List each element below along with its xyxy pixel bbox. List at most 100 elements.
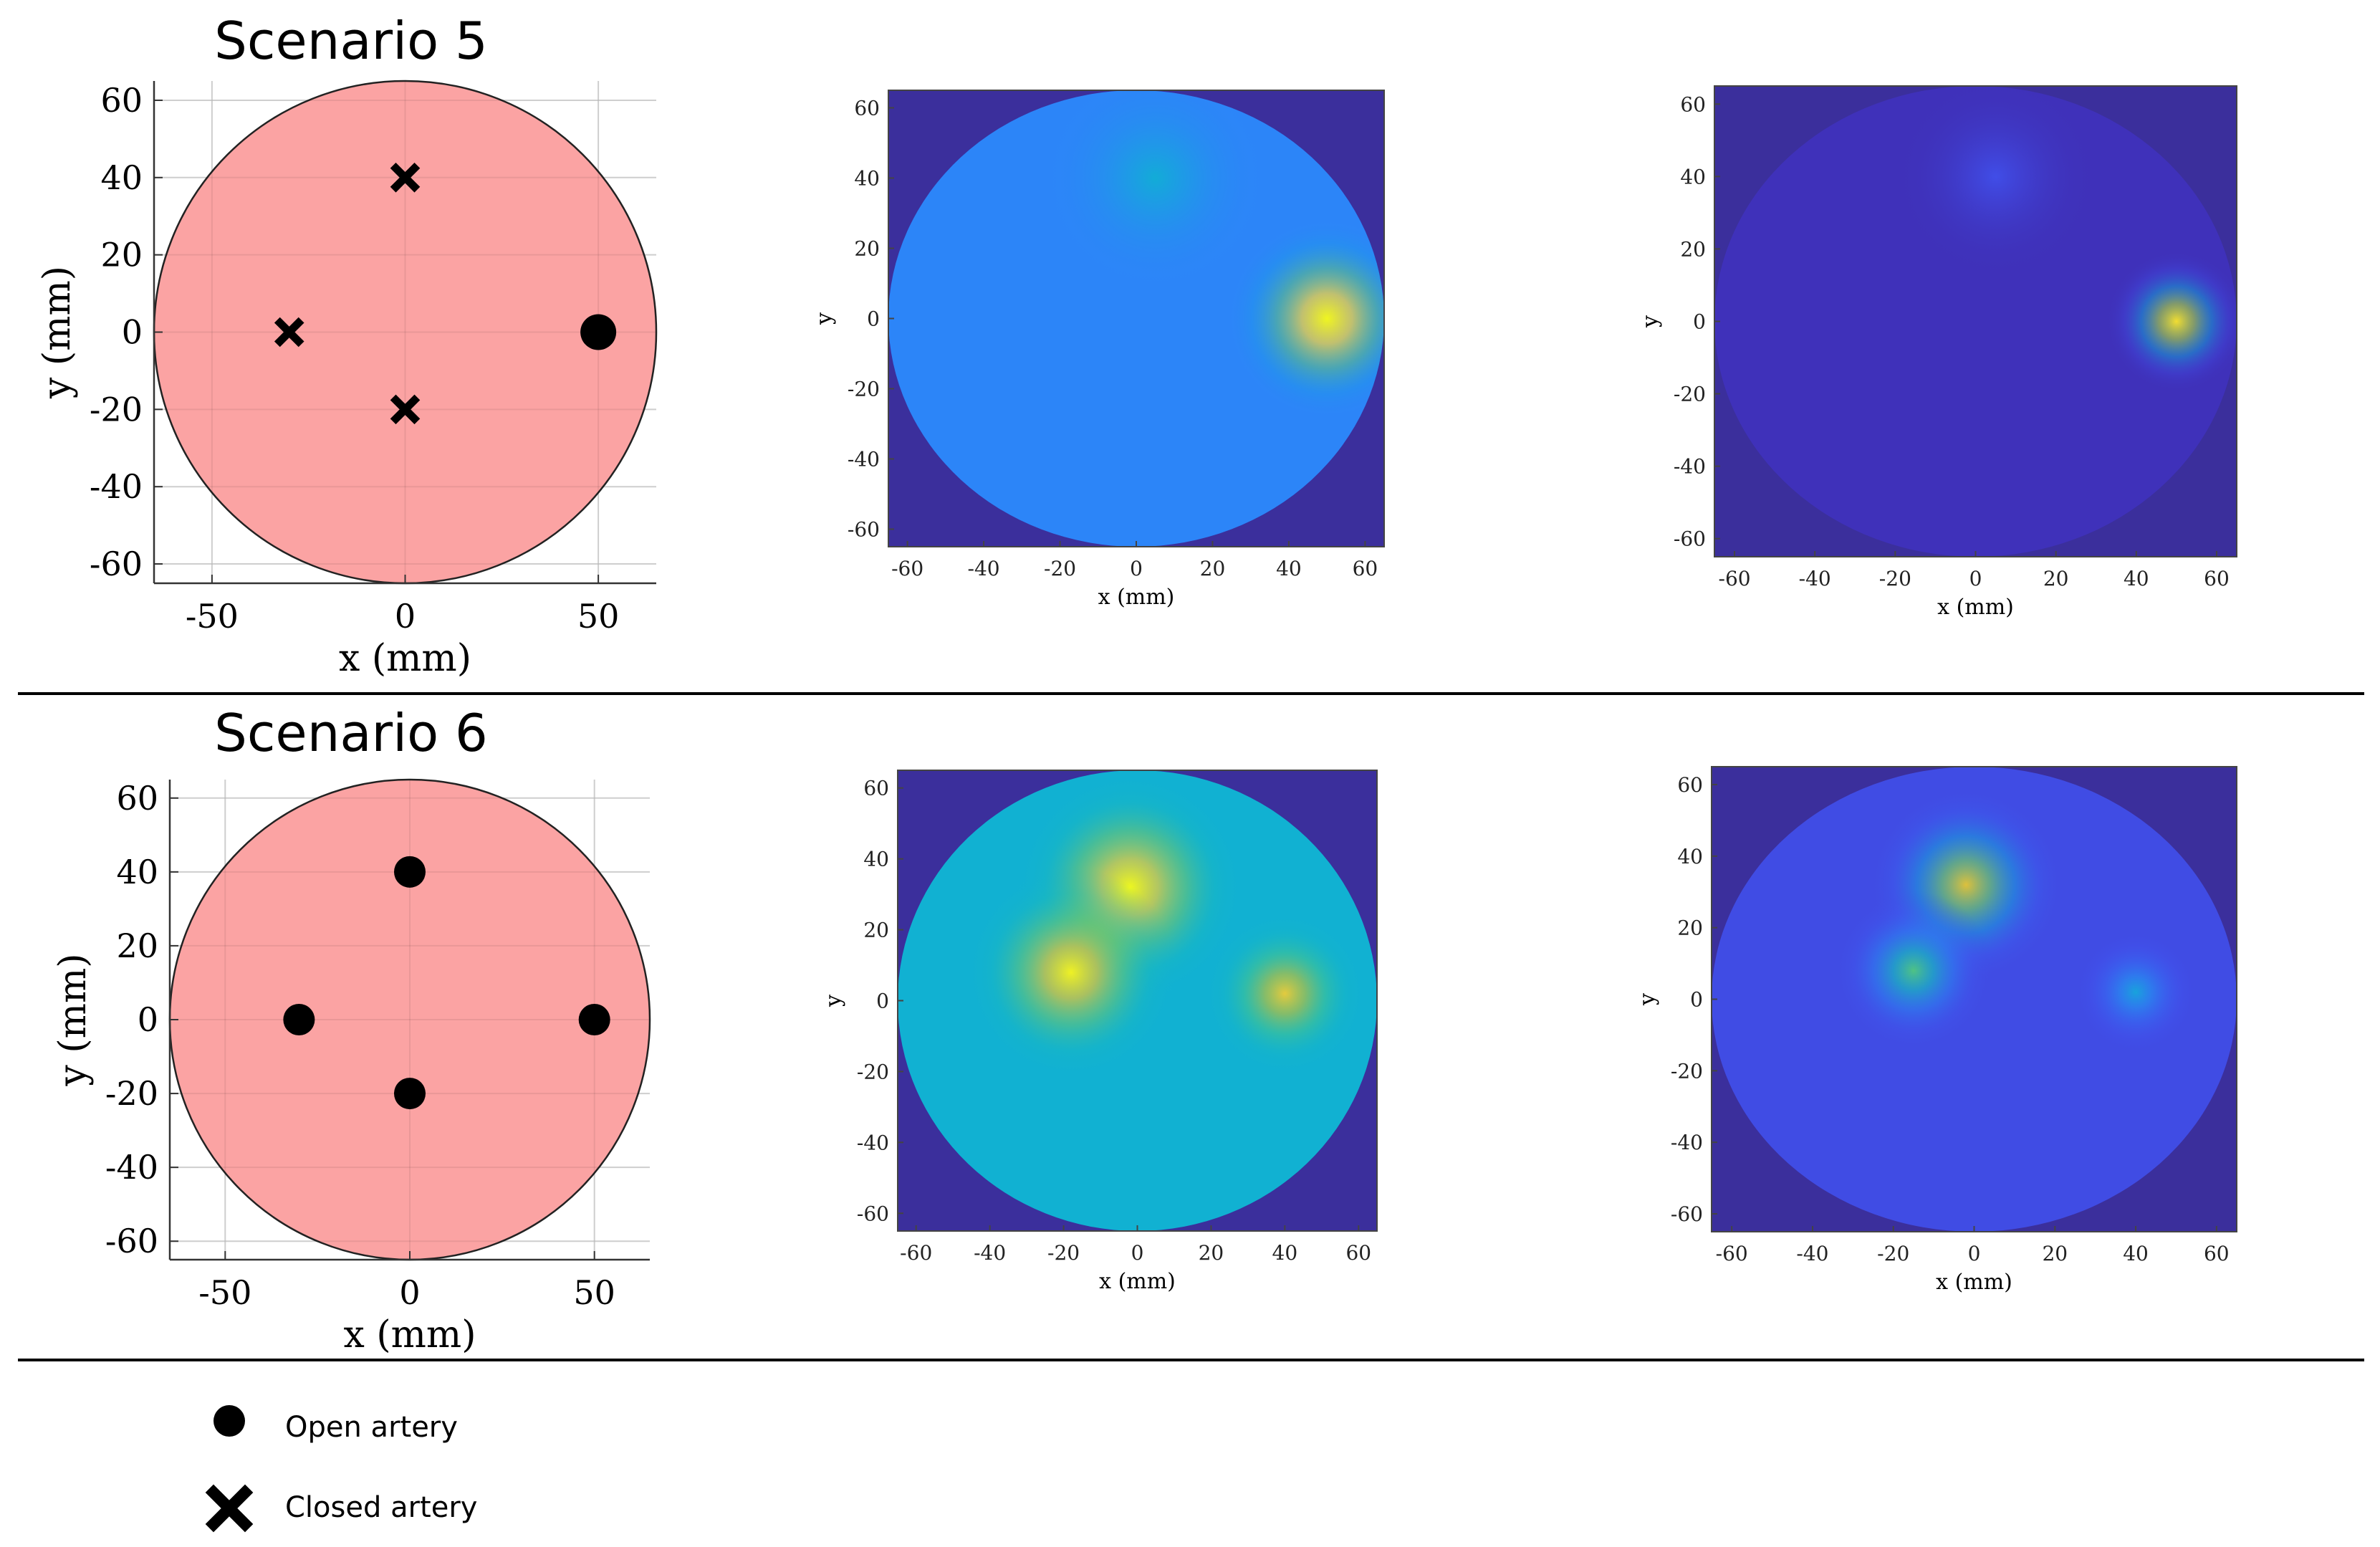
- x-tick-label-3: 0: [1968, 1242, 1981, 1265]
- scenario-5-map-a: -60 -40 -20 0 20 40 60 60 40 20 0 -20 -40 -60 x (mm) y: [812, 90, 1385, 610]
- y-axis-label: y: [812, 312, 837, 325]
- x-tick-label-6: 60: [1353, 557, 1378, 580]
- y-tick-label-1: 40: [863, 848, 889, 871]
- closed-artery-marker: [390, 394, 421, 425]
- x-tick-label-1: -40: [1799, 567, 1831, 590]
- x-axis-label: x (mm): [1937, 595, 2014, 620]
- y-tick-label-2: 20: [116, 926, 158, 965]
- x-tick-label-1: -40: [974, 1241, 1006, 1265]
- y-tick-label-2: 20: [100, 236, 143, 274]
- scenario-5-artery-layout-chart: -50 0 50 60 40 20 0 -20 -40 -60 x (mm) y (mm): [36, 80, 658, 680]
- y-tick-label-6: -60: [1671, 1202, 1703, 1226]
- y-tick-label-2: 20: [863, 919, 889, 942]
- y-tick-label-0: 60: [863, 777, 889, 800]
- y-tick-label-4: -20: [1674, 383, 1706, 406]
- closed-artery-stroke-b: [390, 163, 421, 193]
- y-tick-label-4: -20: [848, 378, 880, 401]
- x-axis-label: x (mm): [343, 1313, 476, 1356]
- x-tick-label-2: -20: [1877, 1242, 1909, 1265]
- y-tick-label-2: 20: [1680, 237, 1706, 261]
- x-tick-label-3: 0: [1969, 567, 1982, 590]
- y-tick-label-5: -40: [90, 467, 143, 506]
- y-tick-label-6: -60: [848, 518, 880, 542]
- x-tick-label-0: -50: [186, 597, 239, 636]
- legend-closed-marker: [205, 1484, 254, 1533]
- open-artery-marker: [578, 1004, 610, 1035]
- y-tick-label-0: 60: [854, 97, 880, 120]
- hotspot-1: [1833, 890, 1994, 1051]
- map-disk-content: [888, 90, 1384, 547]
- x-tick-label-5: 40: [1272, 1241, 1298, 1265]
- y-tick-label-5: -40: [1674, 455, 1706, 479]
- y-tick-label-2: 20: [854, 237, 880, 261]
- x-tick-label-1: 0: [399, 1273, 420, 1312]
- x-tick-label-6: 60: [2204, 567, 2230, 590]
- y-axis-label: y (mm): [36, 266, 79, 399]
- legend-closed-label: Closed artery: [285, 1491, 477, 1524]
- y-tick-label-0: 60: [1680, 92, 1706, 116]
- closed-artery-stroke-b: [390, 394, 421, 425]
- open-artery-marker: [394, 856, 426, 888]
- y-axis-label: y: [1638, 315, 1663, 328]
- x-tick-label-5: 40: [2123, 1242, 2149, 1265]
- open-artery-marker: [580, 314, 617, 350]
- x-tick-label-6: 60: [1345, 1241, 1371, 1265]
- x-axis-label: x (mm): [339, 637, 471, 680]
- y-tick-label-3: 0: [876, 990, 889, 1013]
- y-tick-label-6: -60: [857, 1202, 889, 1225]
- y-axis-label: y: [821, 995, 846, 1007]
- y-tick-label-1: 40: [1677, 845, 1703, 868]
- map-disk-content: [898, 770, 1377, 1231]
- scenario-5-title: Scenario 5: [214, 11, 488, 71]
- x-axis-label: x (mm): [1098, 585, 1175, 610]
- x-tick-label-4: 20: [1200, 557, 1226, 580]
- x-tick-label-1: 0: [395, 597, 416, 636]
- hotspot-1: [1037, 90, 1273, 296]
- y-tick-label-3: 0: [1690, 988, 1703, 1012]
- map-disk-content: [1714, 86, 2237, 557]
- y-tick-label-5: -40: [1671, 1131, 1703, 1154]
- y-tick-label-3: 0: [867, 307, 880, 331]
- closed-artery-marker: [274, 317, 304, 348]
- x-tick-label-4: 20: [2042, 1242, 2068, 1265]
- x-tick-label-5: 40: [1276, 557, 1302, 580]
- y-tick-label-3: 0: [122, 313, 143, 352]
- x-tick-label-2: 50: [573, 1273, 615, 1312]
- y-tick-label-6: -60: [90, 545, 143, 583]
- y-tick-label-1: 40: [100, 158, 143, 197]
- hotspot-1: [1889, 86, 2102, 283]
- map-disk-content: [1712, 767, 2237, 1232]
- y-tick-label-6: -60: [105, 1222, 158, 1260]
- x-tick-label-2: -20: [1879, 567, 1911, 590]
- y-tick-label-3: 0: [1693, 310, 1706, 334]
- y-tick-label-0: 60: [100, 81, 143, 120]
- x-tick-label-4: 20: [1199, 1241, 1224, 1265]
- x-tick-label-0: -50: [198, 1273, 251, 1312]
- hotspot-0: [1226, 217, 1384, 420]
- x-tick-label-0: -60: [900, 1241, 932, 1265]
- x-tick-label-0: -60: [1718, 567, 1750, 590]
- x-tick-label-2: -20: [1047, 1241, 1080, 1265]
- scenario-6-artery-layout-chart: -50 0 50 60 40 20 0 -20 -40 -60 x (mm) y (mm): [52, 778, 651, 1356]
- open-artery-marker: [394, 1078, 426, 1110]
- y-tick-label-4: -20: [105, 1074, 158, 1113]
- scenario-6-title: Scenario 6: [214, 703, 488, 763]
- scenario-5-map-b: -60 -40 -20 0 20 40 60 60 40 20 0 -20 -40 -60 x (mm) y: [1638, 85, 2237, 620]
- y-tick-label-3: 0: [138, 1000, 158, 1039]
- y-axis-label: y (mm): [52, 953, 95, 1086]
- scenario-6-map-a: -60 -40 -20 0 20 40 60 60 40 20 0 -20 -40 -60 x (mm) y: [821, 770, 1378, 1294]
- x-tick-label-3: 0: [1131, 1241, 1144, 1265]
- y-tick-label-1: 40: [116, 853, 158, 891]
- hotspot-2: [2073, 929, 2198, 1055]
- hotspot-2: [1204, 912, 1366, 1075]
- legend-open-marker: [213, 1405, 245, 1437]
- x-tick-label-6: 60: [2204, 1242, 2230, 1265]
- legend: Open artery Closed artery: [205, 1405, 477, 1533]
- x-tick-label-1: -40: [1796, 1242, 1828, 1265]
- y-tick-label-4: -20: [90, 390, 143, 428]
- x-tick-label-2: 50: [577, 597, 620, 636]
- closed-artery-marker: [390, 163, 421, 193]
- y-tick-label-4: -20: [1671, 1059, 1703, 1083]
- x-axis-label: x (mm): [1936, 1270, 2012, 1295]
